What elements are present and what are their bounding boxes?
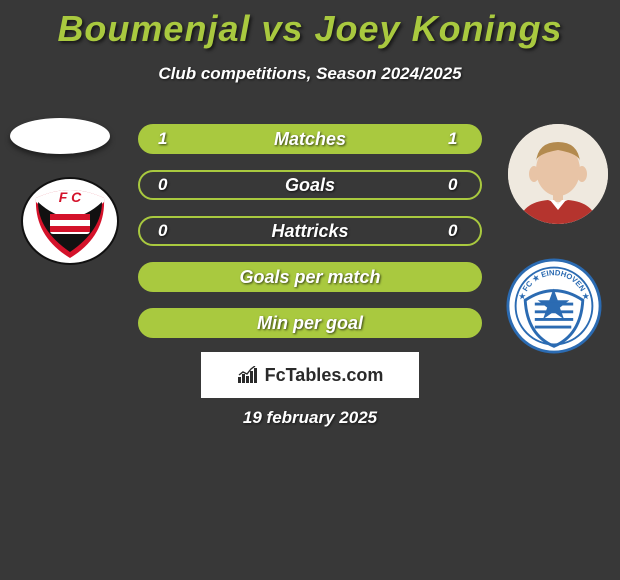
stat-left-value: 0 [158,175,172,195]
club-right-badge: ★ FC ★ EINDHOVEN ★ [506,258,602,354]
stat-left-value: 1 [158,129,172,149]
branding-text: FcTables.com [265,365,384,386]
page-title: Boumenjal vs Joey Konings [0,0,620,50]
branding-box: FcTables.com [201,352,419,398]
stats-list: 1 Matches 1 0 Goals 0 0 Hattricks 0 Goals per mat… [138,124,482,354]
player-left-photo [10,118,110,154]
stat-right-value: 0 [448,221,462,241]
stat-label: Min per goal [257,313,363,334]
stat-right-value: 1 [448,129,462,149]
stat-row: 0 Hattricks 0 [138,216,482,246]
stat-row: 0 Goals 0 [138,170,482,200]
stat-row: Min per goal [138,308,482,338]
chart-icon [237,366,261,384]
comparison-card: Boumenjal vs Joey Konings Club competiti… [0,0,620,84]
stat-label: Matches [274,129,346,150]
stat-label: Goals [285,175,335,196]
player-right-photo [508,124,608,224]
stat-right-value: 0 [448,175,462,195]
svg-text:F C: F C [59,189,82,205]
stat-row: Goals per match [138,262,482,292]
stat-label: Hattricks [271,221,348,242]
stat-row: 1 Matches 1 [138,124,482,154]
subtitle: Club competitions, Season 2024/2025 [0,64,620,84]
stat-left-value: 0 [158,221,172,241]
date: 19 february 2025 [243,408,377,428]
stat-label: Goals per match [239,267,380,288]
club-left-badge: F C [20,176,120,266]
